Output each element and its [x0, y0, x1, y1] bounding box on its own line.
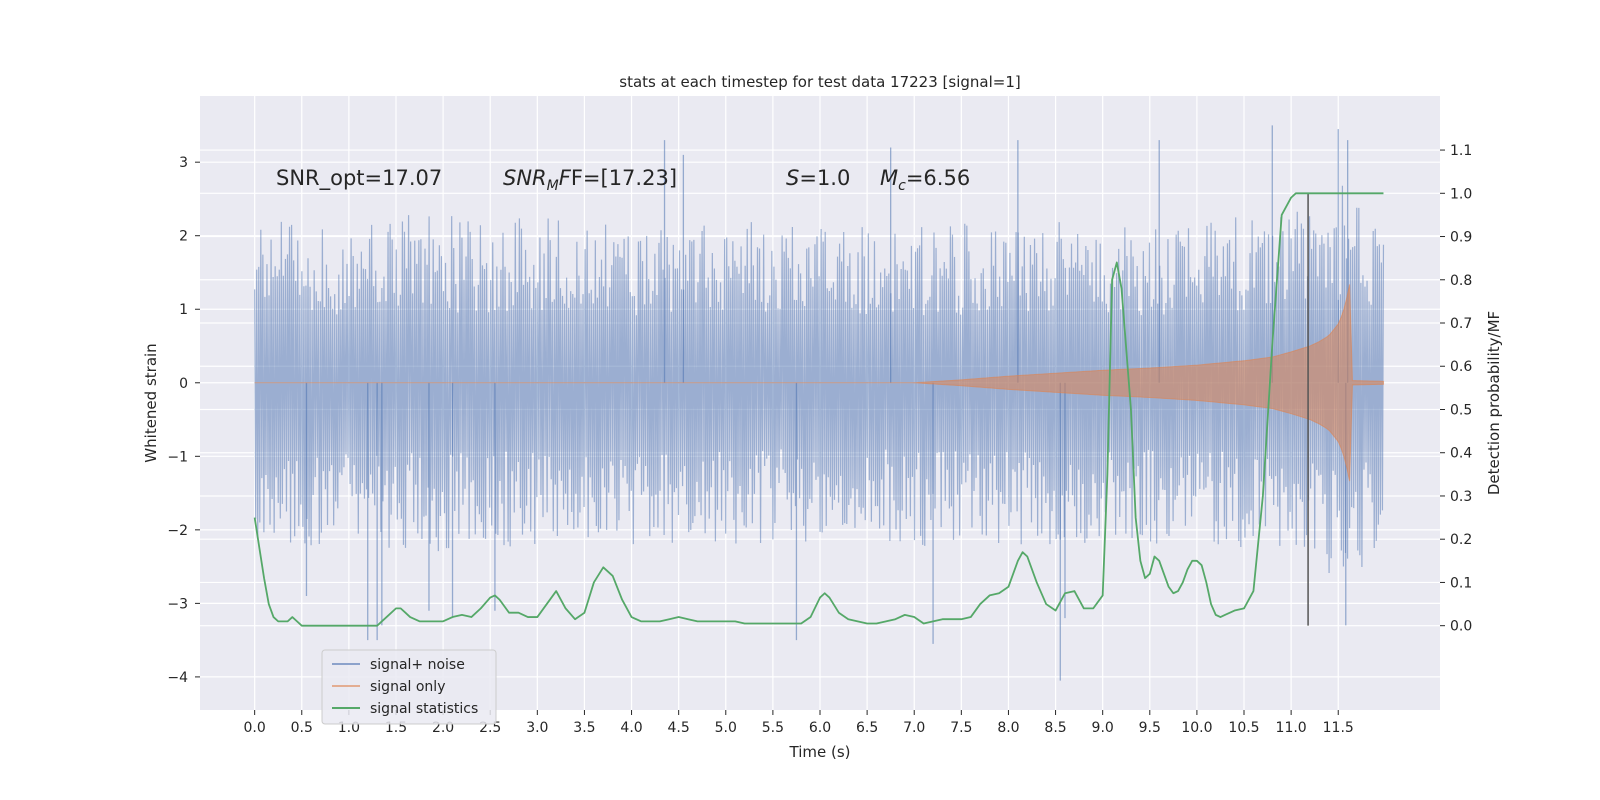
x-tick-label-0: 0.0 — [244, 720, 266, 736]
y-tick-label-4: 0 — [179, 376, 188, 392]
signal-noise-trace — [254, 185, 1385, 574]
y-right-tick-label-8: 0.8 — [1450, 273, 1472, 289]
y-axis-ticks: −4 −3 −2 −1 0 1 2 3 — [167, 155, 200, 686]
x-tick-label-9: 4.5 — [668, 720, 690, 736]
x-tick-label-19: 9.5 — [1139, 720, 1161, 736]
x-tick-label-11: 5.5 — [762, 720, 784, 736]
legend-box — [321, 649, 497, 725]
x-tick-label-16: 8.0 — [997, 720, 1019, 736]
annotation-mc-var: M — [880, 166, 898, 190]
signal-statistics-line — [253, 192, 1384, 627]
y-right-tick-label-2: 0.2 — [1450, 532, 1472, 548]
y-right-tick-label-10: 1.0 — [1450, 186, 1472, 202]
y-right-tick-label-11: 1.1 — [1450, 143, 1472, 159]
y-tick-label-7: 3 — [179, 155, 188, 171]
y-right-tick-label-4: 0.4 — [1450, 446, 1472, 462]
y-right-tick-label-1: 0.1 — [1450, 575, 1472, 591]
y-right-tick-label-6: 0.6 — [1450, 359, 1472, 375]
annotation-s-var: S — [786, 166, 799, 190]
x-axis-label: Time (s) — [789, 743, 851, 761]
x-tick-label-12: 6.0 — [809, 720, 831, 736]
chart-title: stats at each timestep for test data 172… — [619, 73, 1020, 91]
x-tick-label-20: 10.0 — [1181, 720, 1212, 736]
annotation-mc-sub: c — [898, 178, 906, 194]
x-tick-label-13: 6.5 — [856, 720, 878, 736]
legend-label-signal-statistics: signal statistics — [370, 701, 478, 717]
y-right-tick-label-7: 0.7 — [1450, 316, 1472, 332]
legend: signal+ noise signal only signal statist… — [321, 649, 497, 725]
y-tick-label-5: 1 — [179, 302, 188, 318]
x-tick-label-17: 8.5 — [1044, 720, 1066, 736]
x-tick-label-8: 4.0 — [620, 720, 642, 736]
y-right-axis-label: Detection probability/MF — [1485, 311, 1503, 495]
annotation-snr-mf: SNRMFF=[17.23] — [503, 166, 677, 194]
x-tick-label-23: 11.5 — [1323, 720, 1354, 736]
y-right-tick-label-0: 0.0 — [1450, 619, 1472, 635]
annotation-s-value: =1.0 — [799, 166, 850, 190]
y-tick-label-3: −1 — [167, 449, 188, 465]
annotation-snr-mf-value: F=[17.23] — [571, 166, 677, 190]
annotation-snr-mf-sub: M — [547, 178, 559, 194]
y-tick-label-0: −4 — [167, 670, 188, 686]
y-tick-label-1: −3 — [167, 596, 188, 612]
signal-only-series — [254, 284, 1384, 482]
x-tick-label-10: 5.0 — [715, 720, 737, 736]
annotation-mc-value: =6.56 — [906, 166, 970, 190]
x-tick-label-1: 0.5 — [291, 720, 313, 736]
x-tick-label-18: 9.0 — [1092, 720, 1114, 736]
annotation-s: S=1.0 — [786, 166, 850, 190]
x-axis-ticks: 0.0 0.5 1.0 1.5 2.0 2.5 3.0 3.5 4.0 4.5 5.0 5.5 6.0 6… — [244, 710, 1354, 736]
x-tick-label-7: 3.5 — [573, 720, 595, 736]
y-tick-label-2: −2 — [167, 523, 188, 539]
y-right-axis-ticks: 0.0 0.1 0.2 0.3 0.4 0.5 0.6 0.7 0.8 0.9 1.0 1.1 — [1440, 143, 1472, 635]
x-tick-label-15: 7.5 — [950, 720, 972, 736]
y-axis-label: Whitened strain — [142, 343, 160, 462]
annotation-snr-mf-f: F — [559, 166, 572, 190]
y-right-tick-label-3: 0.3 — [1450, 489, 1472, 505]
y-tick-label-6: 2 — [179, 229, 188, 245]
y-right-tick-label-9: 0.9 — [1450, 230, 1472, 246]
annotation-snr-opt: SNR_opt=17.07 — [276, 166, 442, 191]
annotation-snr-mf-var: SNR — [503, 166, 547, 190]
annotation-mc: Mc=6.56 — [880, 166, 970, 194]
x-tick-label-22: 11.0 — [1276, 720, 1307, 736]
y-right-tick-label-5: 0.5 — [1450, 402, 1472, 418]
x-tick-label-6: 3.0 — [526, 720, 548, 736]
x-tick-label-14: 7.0 — [903, 720, 925, 736]
x-tick-label-21: 10.5 — [1228, 720, 1259, 736]
legend-label-signal-noise: signal+ noise — [370, 657, 465, 673]
legend-label-signal-only: signal only — [370, 679, 445, 695]
signal-only-envelope — [254, 284, 1384, 482]
